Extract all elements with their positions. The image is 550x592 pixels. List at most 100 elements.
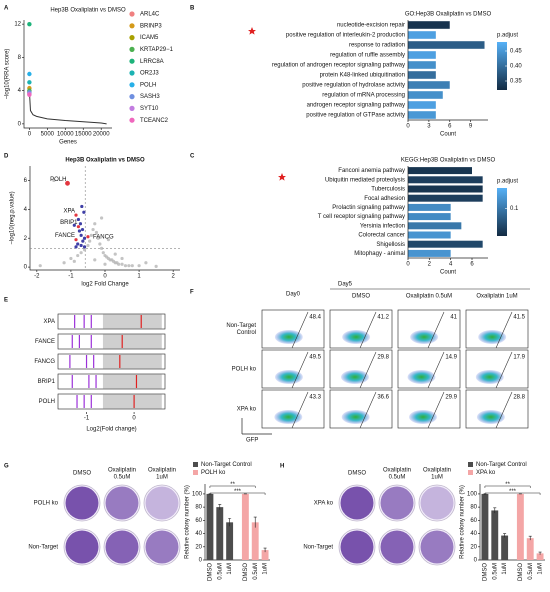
point xyxy=(82,245,87,249)
x-tick-label: 1uM xyxy=(502,563,508,575)
rank-curve xyxy=(28,90,107,125)
legend-swatch xyxy=(129,105,135,111)
point xyxy=(93,222,97,226)
legend-label: SASH3 xyxy=(140,94,160,100)
column-header: Day0 xyxy=(286,292,301,298)
axis xyxy=(23,20,112,129)
gate-value: 36.6 xyxy=(377,395,389,401)
colonies xyxy=(380,486,414,520)
bar xyxy=(408,111,436,119)
error-bar xyxy=(218,504,222,510)
category-label: positive regulation of hydrolase activit… xyxy=(302,83,405,89)
row-label: FANCG xyxy=(34,359,55,365)
highlight-point xyxy=(27,71,32,77)
bar xyxy=(216,507,224,560)
bar xyxy=(481,493,489,560)
chart-title: GO:Hep3B Oxaliplatin vs DMSO xyxy=(405,12,492,18)
colonies xyxy=(340,486,374,520)
point xyxy=(99,216,104,220)
colonies xyxy=(105,486,139,520)
y-tick-label: 2 xyxy=(24,236,28,242)
bar xyxy=(491,510,499,560)
category-label: Yersinia infection xyxy=(360,223,405,229)
legend-swatch xyxy=(129,35,135,41)
panel-label: C xyxy=(190,154,195,160)
gate-line xyxy=(495,351,513,389)
gate-line xyxy=(427,391,445,429)
y-tick-label: 4 xyxy=(24,207,28,213)
star-marker xyxy=(278,173,286,181)
gate-line xyxy=(427,351,445,389)
x-axis-label: Count xyxy=(440,132,456,138)
row-label: XPA ko xyxy=(237,407,257,413)
x-tick-label: 0 xyxy=(103,274,107,280)
point-label: BRIP1 xyxy=(60,220,78,226)
point-label: XPA xyxy=(63,209,75,215)
point xyxy=(76,217,81,222)
gate-value: 41 xyxy=(450,315,457,321)
bar xyxy=(408,51,436,59)
gate-line xyxy=(359,311,377,349)
error-bar xyxy=(538,551,542,555)
point xyxy=(62,261,66,265)
colorbar xyxy=(497,188,507,236)
error-bar xyxy=(228,518,232,527)
point xyxy=(78,222,83,226)
bar xyxy=(408,81,450,89)
row-label: XPA ko xyxy=(314,501,334,507)
significance-label: *** xyxy=(509,489,517,495)
point xyxy=(120,256,124,261)
bar xyxy=(408,222,462,230)
point xyxy=(52,178,56,183)
distribution-band xyxy=(102,374,162,389)
x-tick-label: 0.5uM xyxy=(492,563,498,580)
x-axis-label: log2 Fold Change xyxy=(81,282,129,288)
category-label: nucleotide-excision repair xyxy=(337,23,405,29)
category-label: Ubiquitin mediated proteolysis xyxy=(325,177,405,183)
column-header: Oxaliplatin xyxy=(108,468,136,474)
bar xyxy=(408,185,483,193)
point xyxy=(99,246,104,250)
bar xyxy=(226,522,234,560)
y-axis-label: −log10(neg.p.value) xyxy=(10,191,16,244)
y-tick-label: 8 xyxy=(18,55,22,61)
row-label: Control xyxy=(237,330,256,336)
gate-line xyxy=(291,351,309,389)
significance-bracket xyxy=(484,485,531,488)
point xyxy=(120,262,124,266)
point xyxy=(154,264,158,268)
x-tick-label: 1uM xyxy=(227,563,233,575)
bar xyxy=(408,176,483,184)
category-label: regulation of androgen receptor signalin… xyxy=(272,63,405,69)
panel-label: E xyxy=(4,298,8,304)
category-label: positive regulation of interleukin-2 pro… xyxy=(286,33,405,39)
point xyxy=(94,230,99,235)
column-header: 0.5uM xyxy=(389,475,406,481)
x-tick-label: 10000 xyxy=(57,132,74,138)
category-label: Focal adhesion xyxy=(364,196,405,202)
legend-label: KRTAP29−1 xyxy=(140,47,174,53)
gate-value: 48.4 xyxy=(309,315,321,321)
category-label: Mitophagy - animal xyxy=(354,251,405,257)
category-label: protein K48-linked ubiquitination xyxy=(320,73,405,79)
legend-label: Non-Target Control xyxy=(201,462,252,468)
gate-value: 28.8 xyxy=(513,395,525,401)
column-header: DMSO xyxy=(352,294,370,300)
category-label: regulation of ruffle assembly xyxy=(330,53,405,59)
panel-label: D xyxy=(4,154,9,160)
point xyxy=(101,251,105,255)
colonies xyxy=(380,530,414,564)
y-tick-label: 60 xyxy=(470,518,477,524)
highlight-point xyxy=(27,21,32,27)
column-header: Oxaliplatin xyxy=(148,468,176,474)
gate-line xyxy=(291,311,309,349)
bar xyxy=(501,535,509,560)
cell-cloud xyxy=(342,330,371,344)
legend-label: POLH xyxy=(140,82,156,88)
row-label: Non-Target xyxy=(226,323,256,329)
axis-label: GFP xyxy=(246,438,258,444)
legend-swatch xyxy=(129,58,135,64)
row-label: XPA xyxy=(43,319,55,325)
row-label: POLH ko xyxy=(232,367,257,373)
x-tick-label: 1 xyxy=(137,274,141,280)
